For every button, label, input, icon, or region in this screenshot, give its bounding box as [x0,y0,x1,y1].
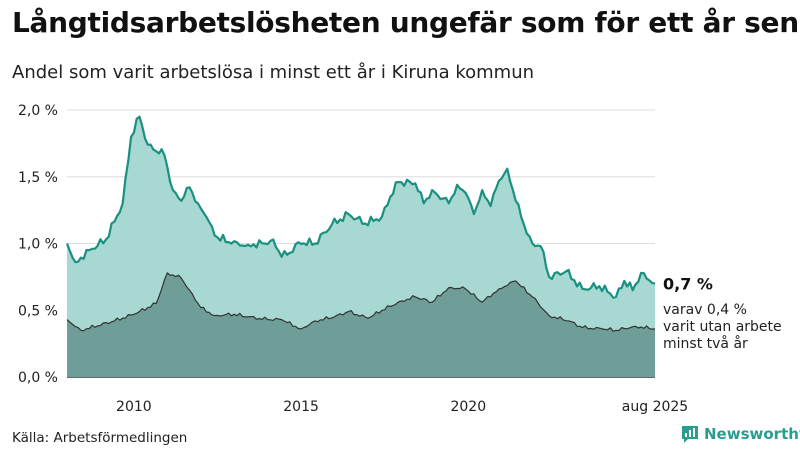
y-tick-label: 1,0 % [18,237,58,253]
x-axis-ticks: 2010 2015 2020 aug 2025 [116,399,688,415]
y-tick-label: 0,0 % [18,370,58,386]
y-tick-label: 2,0 % [18,103,58,119]
series-line-1 [65,115,656,299]
y-tick-label: 1,5 % [18,170,58,186]
bar-chart-speech-bubble-icon [682,426,698,443]
y-axis-ticks: 0,0 % 0,5 % 1,0 % 1,5 % 2,0 % [18,103,58,386]
chart-subtitle: Andel som varit arbetslösa i minst ett å… [12,62,535,83]
x-tick-label: 2010 [116,399,152,415]
y-tick-label: 0,5 % [18,303,58,319]
area-chart: 0,0 % 0,5 % 1,0 % 1,5 % 2,0 % 2010 2015 2020 au… [18,103,782,415]
series-line-2 [66,272,656,332]
end-label-total: 0,7 % [663,275,713,294]
series-areas [65,115,656,377]
x-tick-label: 2020 [450,399,486,415]
brand-name: Newsworthy [704,425,800,443]
chart-title: Långtidsarbetslösheten ungefär som för e… [12,6,799,39]
end-label-long-term: varav 0,4 % varit utan arbete minst två år [663,302,782,352]
x-tick-label: aug 2025 [622,399,688,415]
x-tick-label: 2015 [283,399,319,415]
series-area-2 [67,272,655,377]
source-note: Källa: Arbetsförmedlingen [12,430,188,446]
brand-logo[interactable]: Newsworthy [680,424,800,444]
series-end-labels: 0,7 % varav 0,4 % varit utan arbete minst t… [663,275,782,352]
